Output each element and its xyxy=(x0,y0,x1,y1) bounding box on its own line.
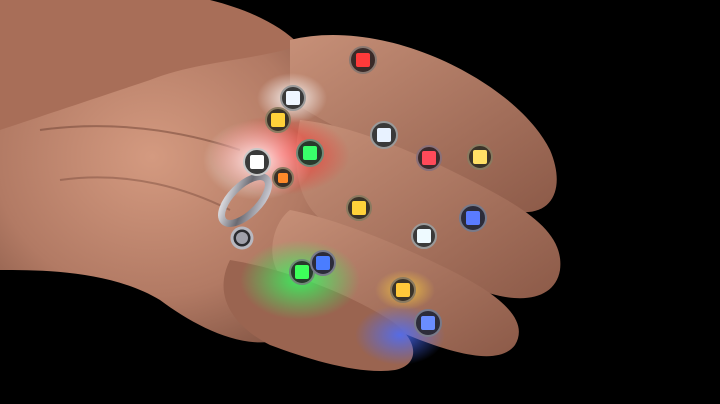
led-blue-2 xyxy=(310,250,336,276)
led-array xyxy=(236,46,493,337)
thumb xyxy=(0,0,300,130)
led-yellow-4 xyxy=(390,277,416,303)
led-yellow-2 xyxy=(467,144,493,170)
led-silver-ring xyxy=(218,173,272,250)
led-orange-small xyxy=(272,167,294,189)
led-blue-1 xyxy=(459,204,487,232)
led-blue-3 xyxy=(414,309,442,337)
led-silver-chip xyxy=(236,232,248,244)
led-red-2 xyxy=(416,145,442,171)
palm-crease xyxy=(59,176,231,211)
led-green-1 xyxy=(296,139,324,167)
led-white-bright xyxy=(243,148,271,176)
finger-middle xyxy=(296,120,561,299)
led-white-1 xyxy=(280,85,306,111)
led-white-2 xyxy=(370,121,398,149)
led-yellow-3 xyxy=(346,195,372,221)
led-white-3 xyxy=(411,223,437,249)
led-red-top xyxy=(349,46,377,74)
finger-index xyxy=(290,35,557,213)
led-yellow-1 xyxy=(265,107,291,133)
